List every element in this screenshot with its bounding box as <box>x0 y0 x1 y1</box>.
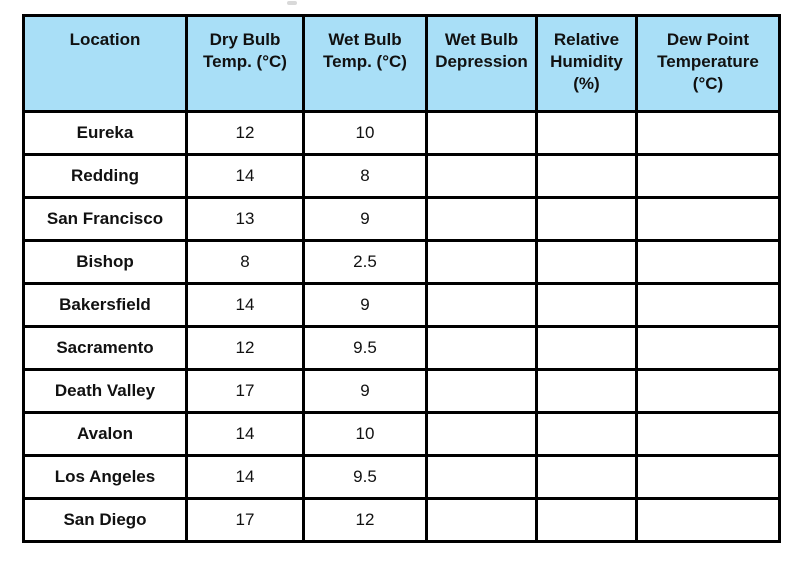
cell-wet-bulb-depression <box>425 153 538 199</box>
column-header-dry-bulb-temp: Dry Bulb Temp. (°C) <box>185 14 305 113</box>
cell-relative-humidity <box>535 454 638 500</box>
cell-wet-bulb-depression <box>425 325 538 371</box>
cell-dry-bulb: 12 <box>185 325 305 371</box>
column-header-wet-bulb-depression: Wet Bulb Depression <box>425 14 538 113</box>
cell-wet-bulb: 2.5 <box>302 239 428 285</box>
cell-dew-point <box>635 325 781 371</box>
cell-dry-bulb: 8 <box>185 239 305 285</box>
cell-location: Death Valley <box>22 368 188 414</box>
column-header-wet-bulb-temp: Wet Bulb Temp. (°C) <box>302 14 428 113</box>
cut-off-text-fragment <box>287 1 297 5</box>
cell-wet-bulb-depression <box>425 497 538 543</box>
table-body: Eureka 12 10 Redding 14 8 San Francisco … <box>22 110 781 543</box>
cell-dew-point <box>635 497 781 543</box>
cell-dry-bulb: 14 <box>185 454 305 500</box>
cell-dew-point <box>635 110 781 156</box>
cell-relative-humidity <box>535 282 638 328</box>
cell-wet-bulb-depression <box>425 196 538 242</box>
cell-dry-bulb: 14 <box>185 282 305 328</box>
cell-wet-bulb: 9.5 <box>302 454 428 500</box>
cell-location: Sacramento <box>22 325 188 371</box>
cell-wet-bulb-depression <box>425 454 538 500</box>
column-header-relative-humidity: Relative Humidity (%) <box>535 14 638 113</box>
table-row: Los Angeles 14 9.5 <box>22 454 781 500</box>
cell-location: Bishop <box>22 239 188 285</box>
cell-wet-bulb: 8 <box>302 153 428 199</box>
cell-dew-point <box>635 368 781 414</box>
cell-relative-humidity <box>535 368 638 414</box>
table-row: Bishop 8 2.5 <box>22 239 781 285</box>
table-header: Location Dry Bulb Temp. (°C) Wet Bulb Te… <box>22 14 781 113</box>
column-header-dew-point-temperature: Dew Point Temperature (°C) <box>635 14 781 113</box>
table-row: Death Valley 17 9 <box>22 368 781 414</box>
column-header-location: Location <box>22 14 188 113</box>
humidity-data-table: Location Dry Bulb Temp. (°C) Wet Bulb Te… <box>22 14 781 543</box>
cell-location: Redding <box>22 153 188 199</box>
table-row: Bakersfield 14 9 <box>22 282 781 328</box>
table-row: Eureka 12 10 <box>22 110 781 156</box>
cell-location: San Diego <box>22 497 188 543</box>
cell-location: Bakersfield <box>22 282 188 328</box>
header-row: Location Dry Bulb Temp. (°C) Wet Bulb Te… <box>22 14 781 113</box>
cell-dew-point <box>635 454 781 500</box>
cell-wet-bulb: 12 <box>302 497 428 543</box>
cell-location: Avalon <box>22 411 188 457</box>
cell-location: Eureka <box>22 110 188 156</box>
cell-dry-bulb: 14 <box>185 411 305 457</box>
cell-relative-humidity <box>535 497 638 543</box>
cell-wet-bulb-depression <box>425 110 538 156</box>
table-row: Avalon 14 10 <box>22 411 781 457</box>
cell-dry-bulb: 13 <box>185 196 305 242</box>
cell-wet-bulb: 9 <box>302 196 428 242</box>
cell-dew-point <box>635 411 781 457</box>
cell-wet-bulb-depression <box>425 368 538 414</box>
table-row: San Diego 17 12 <box>22 497 781 543</box>
cell-relative-humidity <box>535 196 638 242</box>
cell-wet-bulb-depression <box>425 282 538 328</box>
cell-relative-humidity <box>535 153 638 199</box>
cell-dew-point <box>635 239 781 285</box>
cell-dew-point <box>635 196 781 242</box>
cell-relative-humidity <box>535 411 638 457</box>
table-row: San Francisco 13 9 <box>22 196 781 242</box>
cell-wet-bulb: 10 <box>302 110 428 156</box>
cell-relative-humidity <box>535 325 638 371</box>
cell-dew-point <box>635 153 781 199</box>
cell-location: Los Angeles <box>22 454 188 500</box>
cell-wet-bulb-depression <box>425 239 538 285</box>
cell-dry-bulb: 14 <box>185 153 305 199</box>
cell-relative-humidity <box>535 110 638 156</box>
cell-relative-humidity <box>535 239 638 285</box>
cell-wet-bulb: 9.5 <box>302 325 428 371</box>
cell-wet-bulb-depression <box>425 411 538 457</box>
table-row: Redding 14 8 <box>22 153 781 199</box>
cell-wet-bulb: 9 <box>302 282 428 328</box>
cell-dry-bulb: 17 <box>185 368 305 414</box>
cell-dew-point <box>635 282 781 328</box>
table-row: Sacramento 12 9.5 <box>22 325 781 371</box>
cell-location: San Francisco <box>22 196 188 242</box>
cell-wet-bulb: 10 <box>302 411 428 457</box>
cell-dry-bulb: 12 <box>185 110 305 156</box>
cell-wet-bulb: 9 <box>302 368 428 414</box>
cell-dry-bulb: 17 <box>185 497 305 543</box>
